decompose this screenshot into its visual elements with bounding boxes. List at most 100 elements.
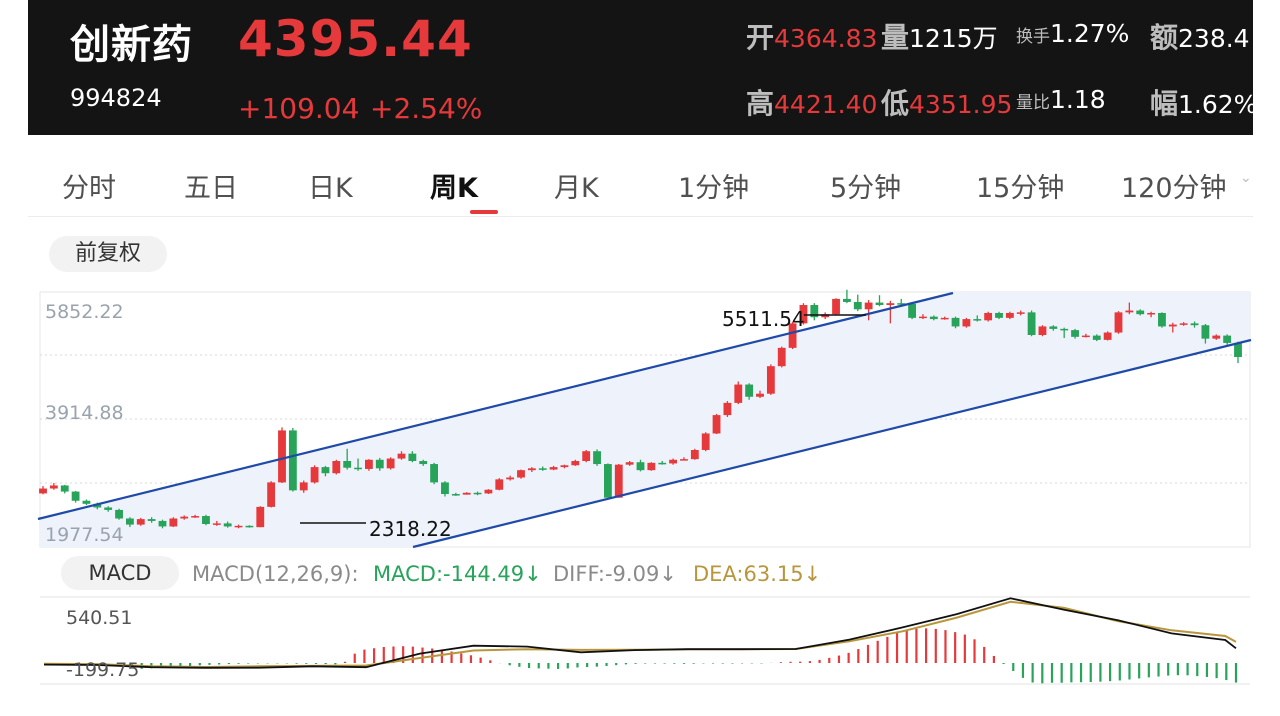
candle-body	[158, 520, 167, 527]
active-tab-indicator	[470, 210, 498, 214]
candle-body	[1060, 328, 1069, 331]
candle-body	[419, 460, 428, 465]
y-tick-mid: 3914.88	[45, 402, 124, 424]
candle-body	[202, 516, 210, 524]
candle-body	[929, 316, 938, 320]
annotation-low-label: 2318.22	[369, 517, 452, 541]
tab-120min[interactable]: 120分钟	[1121, 173, 1227, 204]
candle-body	[853, 301, 862, 310]
candle-body	[919, 316, 927, 319]
tab-monthly-k[interactable]: 月K	[554, 173, 599, 204]
candle-body	[310, 467, 319, 483]
candle-body	[669, 459, 678, 464]
candle-body	[1212, 335, 1221, 339]
stat-open-value: 4364.83	[774, 24, 878, 53]
candle-body	[788, 323, 797, 348]
candle-body	[71, 491, 80, 501]
candle-body	[603, 464, 612, 498]
index-name: 创新药	[70, 22, 193, 68]
candle-body	[1027, 312, 1036, 335]
candle-body	[734, 384, 743, 403]
candle-body	[712, 415, 721, 434]
candle-body	[430, 464, 439, 483]
tab-daily-k[interactable]: 日K	[308, 173, 353, 204]
candle-body	[614, 464, 623, 498]
candle-body	[777, 347, 786, 367]
candle-body	[462, 492, 471, 495]
candle-body	[245, 525, 254, 528]
adjust-toggle[interactable]: 前复权	[49, 236, 167, 272]
candle-body	[973, 319, 982, 321]
candle-body	[191, 516, 200, 518]
candle-body	[984, 312, 993, 321]
candle-body	[756, 393, 764, 397]
candle-body	[527, 468, 536, 471]
macd-y-tick-bottom: -199.75	[66, 659, 139, 681]
tab-intraday[interactable]: 分时	[62, 173, 116, 204]
stat-high: 高4421.40	[746, 82, 877, 122]
stat-high-label: 高	[746, 87, 775, 120]
stat-high-value: 4421.40	[774, 90, 878, 119]
tab-five-day[interactable]: 五日	[184, 173, 238, 204]
candle-body	[375, 459, 384, 469]
stat-amount-value: 238.4	[1178, 24, 1250, 53]
candle-body	[1071, 330, 1079, 337]
candle-body	[690, 449, 699, 460]
candle-body	[125, 518, 134, 525]
candle-body	[1179, 323, 1188, 325]
stat-turnover-label: 换手	[1016, 27, 1050, 47]
candle-body	[169, 518, 178, 527]
candles	[39, 289, 1242, 529]
right-margin	[1253, 0, 1280, 716]
stat-volume-label: 量	[881, 21, 910, 54]
candle-body	[147, 519, 156, 521]
channel-upper-line	[37, 291, 954, 521]
stat-amplitude: 幅1.62%	[1150, 82, 1253, 122]
candle-body	[1049, 326, 1058, 329]
indicator-selector[interactable]: MACD	[61, 556, 179, 590]
stat-low: 低4351.95	[881, 82, 1012, 122]
chevron-down-icon[interactable]: ⌄	[1240, 170, 1252, 186]
candle-body	[962, 319, 971, 327]
macd-grid	[40, 596, 1250, 685]
stat-ratio-label: 量比	[1016, 93, 1050, 113]
candle-body	[864, 302, 873, 310]
tab-15min[interactable]: 15分钟	[976, 173, 1065, 204]
diff-value: DIFF:-9.09↓	[553, 562, 677, 586]
stat-amplitude-value: 1.62%	[1178, 90, 1253, 119]
candle-body	[386, 458, 395, 469]
candle-body	[560, 465, 569, 468]
candle-body	[549, 467, 558, 470]
candle-body	[451, 494, 460, 496]
candle-body	[799, 305, 808, 324]
candle-body	[1223, 335, 1232, 343]
channel-band	[40, 292, 1250, 547]
stat-volume-value: 1215万	[909, 24, 998, 53]
price-change-pct: +2.54%	[370, 92, 483, 125]
candle-body	[875, 302, 884, 306]
candle-body	[1016, 312, 1025, 314]
period-tabs: 分时 五日 日K 周K 月K 1分钟 5分钟 15分钟 120分钟	[28, 148, 1253, 217]
candle-body	[625, 462, 634, 465]
tab-1min[interactable]: 1分钟	[678, 173, 750, 204]
candle-body	[832, 298, 840, 315]
dea-line	[43, 600, 1237, 669]
candle-body	[1234, 342, 1242, 358]
candle-body	[745, 384, 754, 397]
tab-weekly-k[interactable]: 周K	[430, 173, 478, 204]
candle-body	[473, 492, 482, 495]
y-tick-bottom: 1977.54	[45, 524, 124, 546]
candle-body	[288, 430, 297, 491]
candle-body	[354, 467, 362, 470]
macd-y-tick-top: 540.51	[66, 607, 132, 629]
candle-body	[364, 459, 373, 469]
candle-body	[908, 303, 917, 318]
candle-body	[115, 509, 123, 519]
candle-body	[1125, 310, 1134, 313]
candle-body	[995, 312, 1003, 318]
candle-body	[60, 485, 69, 492]
candle-body	[517, 470, 525, 478]
candle-body	[593, 451, 601, 465]
tab-5min[interactable]: 5分钟	[830, 173, 902, 204]
